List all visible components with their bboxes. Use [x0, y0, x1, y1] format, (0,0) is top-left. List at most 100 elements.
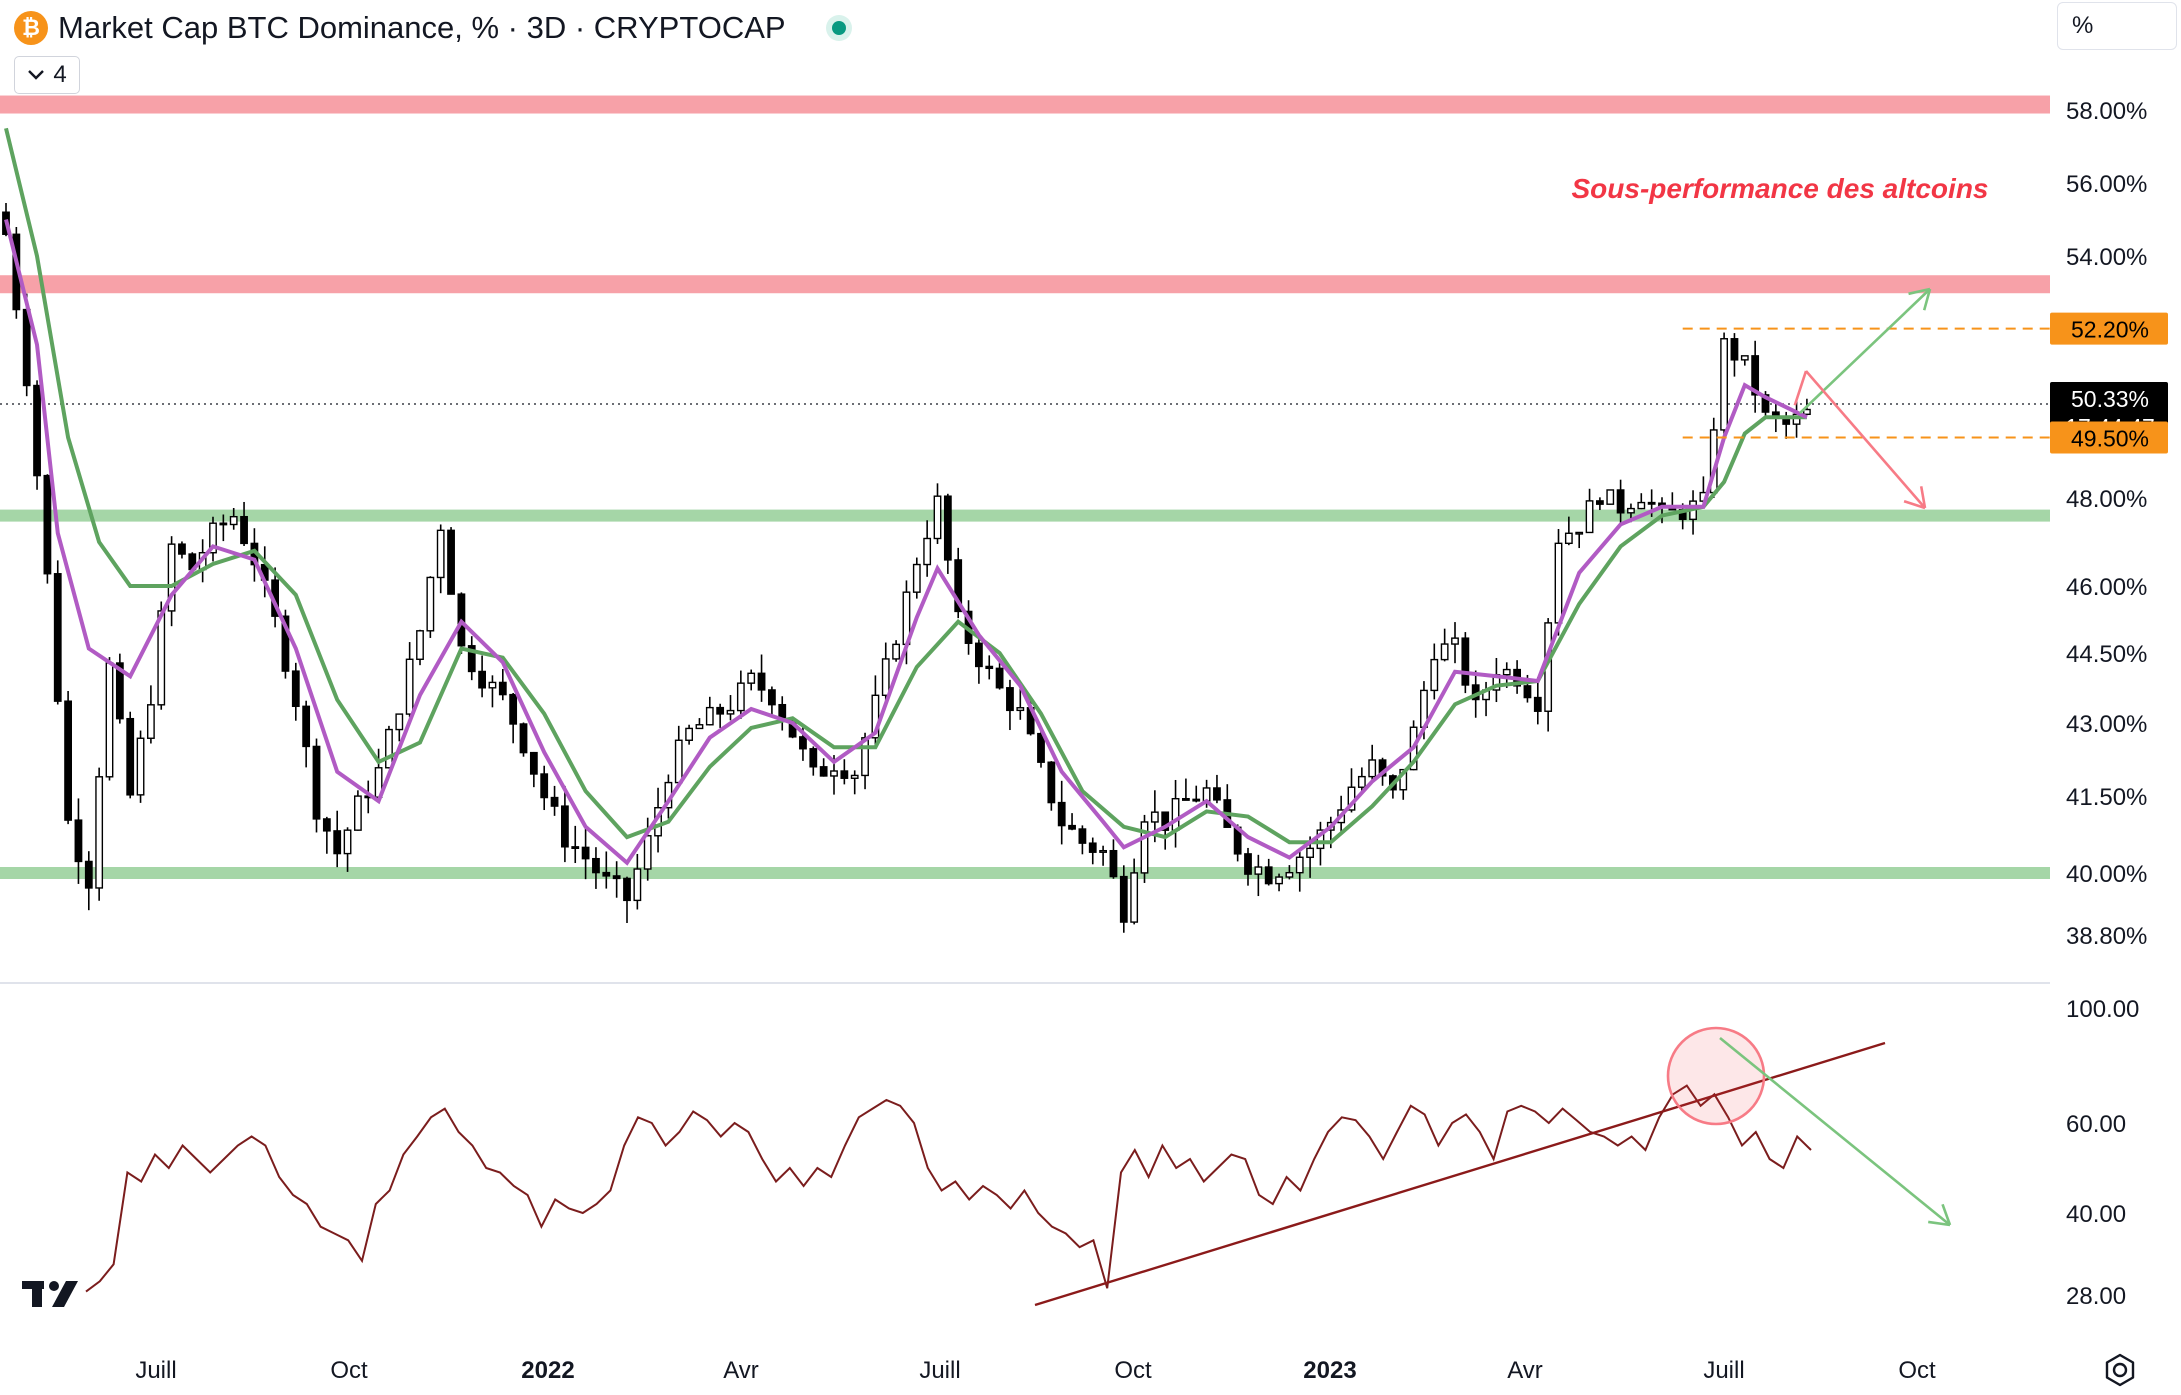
x-tick-label: Oct: [330, 1357, 368, 1384]
candle: [1285, 865, 1294, 880]
candle: [943, 493, 952, 574]
rsi-y-tick-label: 40.00: [2066, 1201, 2126, 1228]
candle: [1109, 839, 1118, 879]
candle: [1099, 845, 1108, 866]
candle: [1606, 489, 1615, 505]
candle: [819, 758, 828, 777]
chart-title[interactable]: Market Cap BTC Dominance, % · 3D · CRYPT…: [58, 10, 786, 45]
candle: [1637, 493, 1646, 510]
candle: [1575, 531, 1584, 549]
candle: [923, 520, 932, 577]
unit-selector[interactable]: %: [2057, 2, 2177, 50]
zone-resistance-0: [0, 95, 2050, 114]
candle: [291, 662, 300, 721]
candle: [64, 690, 73, 825]
gear-icon[interactable]: [2102, 1352, 2138, 1388]
candle: [1016, 688, 1025, 720]
candle: [623, 876, 631, 923]
candle: [1430, 643, 1439, 700]
candle: [954, 547, 963, 619]
y-tick-label: 56.00%: [2066, 171, 2147, 198]
candle: [312, 738, 321, 833]
market-status-icon[interactable]: [825, 15, 852, 41]
y-axis-rsi[interactable]: 100.00 60.00 40.00 28.00: [2066, 996, 2139, 1310]
x-tick-label: Juill: [1703, 1357, 1744, 1384]
candle: [1088, 837, 1097, 865]
x-tick-label: Oct: [1114, 1357, 1152, 1384]
rsi-trendline: [1034, 1041, 1886, 1307]
price-tag-bg: [2050, 421, 2168, 454]
candle: [1689, 490, 1697, 535]
candle: [1751, 340, 1760, 413]
candle: [1451, 622, 1459, 664]
candle: [561, 785, 569, 863]
candle: [1130, 858, 1139, 925]
candle: [995, 660, 1004, 690]
candle: [136, 730, 145, 803]
arrow-up-green: [1799, 287, 1932, 414]
price-tag-label: 50.33%: [2071, 386, 2149, 412]
x-tick-label: 2023: [1303, 1357, 1356, 1384]
candle: [695, 718, 704, 730]
candle: [1057, 780, 1066, 845]
indicator-count: 4: [53, 61, 67, 88]
candle: [571, 825, 580, 864]
candle: [1595, 497, 1604, 511]
candle: [178, 541, 186, 559]
candle: [778, 696, 787, 731]
price-tag-bg: [2050, 312, 2168, 345]
candle: [1482, 681, 1490, 717]
candle: [467, 636, 476, 681]
x-tick-label: Avr: [1507, 1357, 1543, 1384]
candle: [768, 686, 776, 715]
candle: [809, 746, 818, 776]
candle: [1461, 632, 1470, 694]
chevron-down-icon: [28, 70, 45, 80]
candle: [892, 640, 901, 662]
candle: [126, 711, 135, 799]
indicators-collapse-button[interactable]: 4: [14, 56, 80, 94]
candle: [1254, 854, 1263, 897]
candles-layer: [2, 202, 1811, 933]
x-axis[interactable]: Juill Oct 2022 Avr Juill Oct 2023 Avr Juill Oct: [135, 1357, 1936, 1384]
candle: [1616, 479, 1625, 525]
candle: [602, 851, 611, 889]
candle: [592, 847, 600, 889]
candle: [1213, 774, 1221, 804]
candle: [726, 695, 735, 721]
y-axis-main[interactable]: 58.00% 56.00% 54.00% 48.00% 46.00% 44.50% 43.0…: [2066, 98, 2147, 950]
candle: [1264, 858, 1273, 886]
candle: [1171, 779, 1180, 848]
candle: [84, 851, 93, 911]
candle: [95, 767, 104, 901]
candle: [747, 669, 756, 691]
candle: [1564, 516, 1573, 546]
candle: [581, 825, 590, 880]
candle: [519, 722, 528, 757]
candle: [1533, 677, 1542, 725]
candle: [229, 507, 238, 530]
candle: [1181, 778, 1190, 801]
candle: [933, 483, 942, 544]
candle: [509, 692, 518, 744]
candle: [985, 655, 994, 680]
candle: [612, 861, 621, 898]
candle: [498, 669, 507, 701]
candle: [1730, 333, 1739, 377]
candle: [1275, 873, 1283, 892]
tradingview-logo-icon[interactable]: [22, 1275, 86, 1315]
candle: [209, 516, 217, 562]
y-tick-label: 44.50%: [2066, 641, 2147, 668]
candle: [333, 810, 342, 868]
candle: [1544, 618, 1553, 732]
candle: [705, 696, 714, 726]
candle: [447, 527, 455, 595]
candle: [354, 790, 362, 831]
candle: [1492, 657, 1501, 703]
candle: [736, 670, 745, 719]
candle: [53, 560, 62, 705]
candle: [975, 635, 983, 684]
candle: [685, 724, 694, 745]
candle: [1357, 767, 1366, 793]
